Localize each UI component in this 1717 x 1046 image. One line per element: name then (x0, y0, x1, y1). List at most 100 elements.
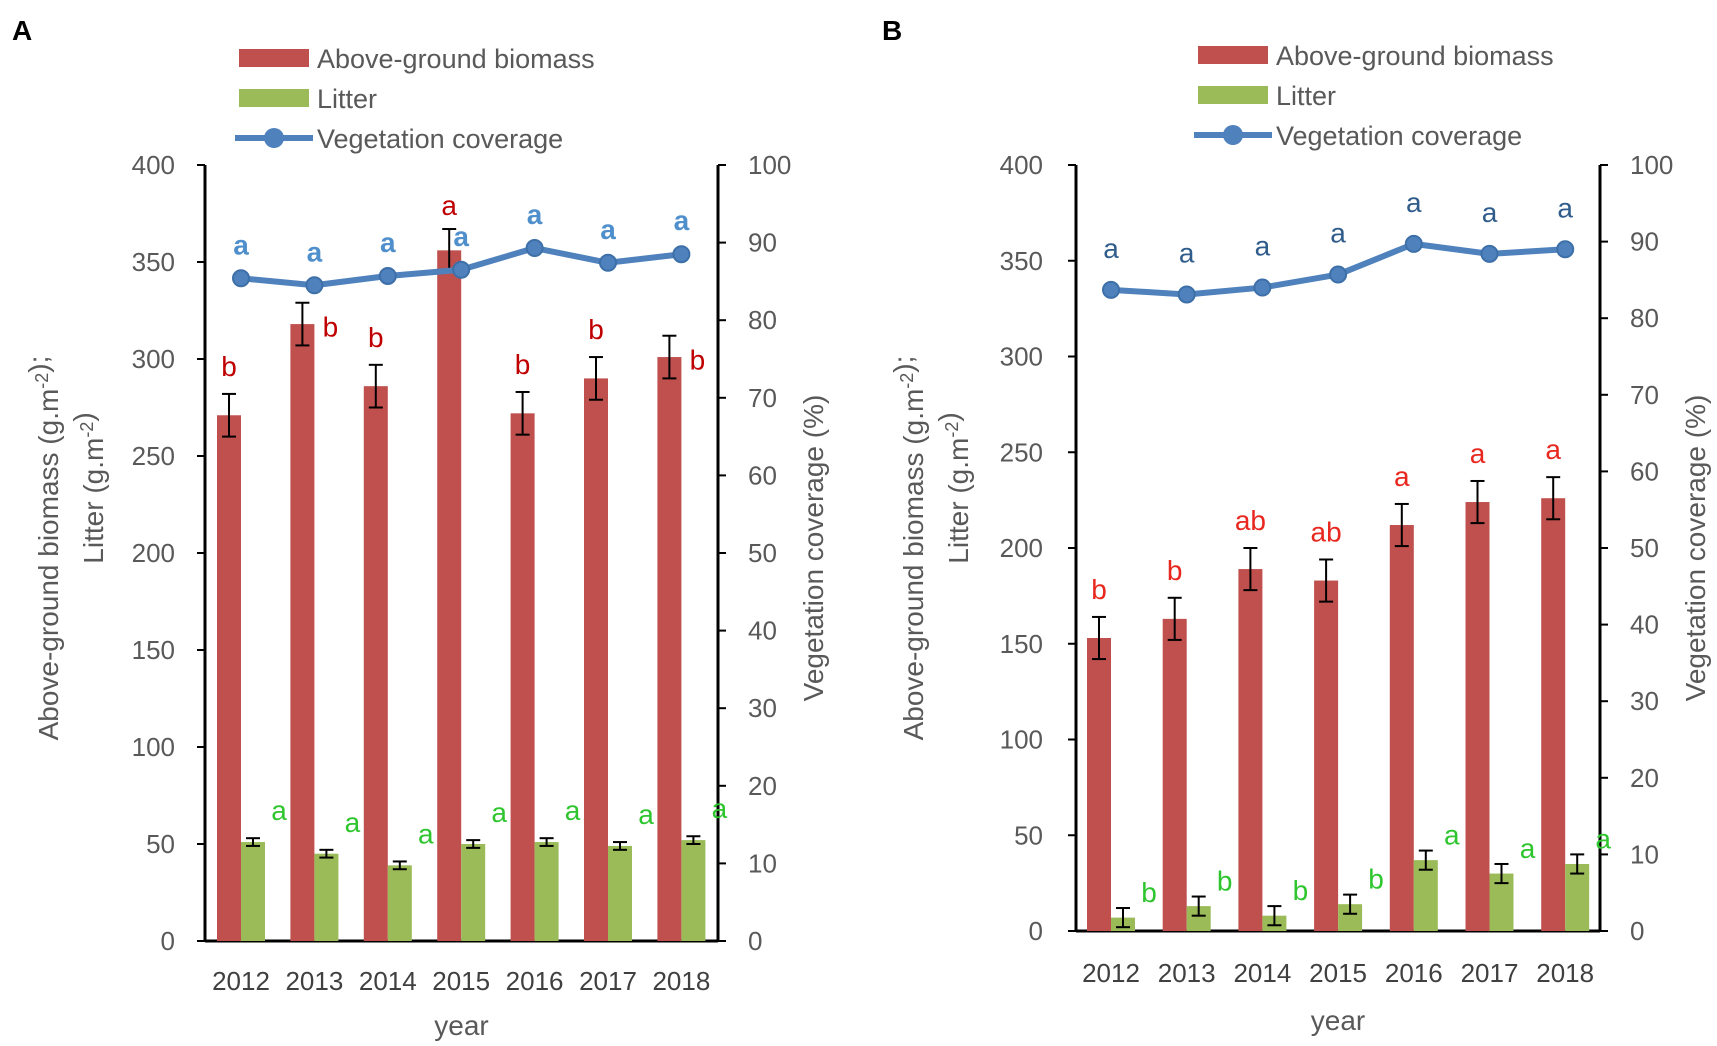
sig-letter-litter: a (345, 807, 361, 838)
y2-tick-label: 20 (1630, 763, 1659, 793)
bar-litter (1413, 860, 1438, 931)
legend-coverage-marker (1223, 125, 1243, 145)
sig-letter-coverage: a (1557, 192, 1573, 223)
coverage-point (1404, 234, 1423, 253)
sig-letter-biomass: a (1394, 461, 1410, 492)
sig-letter-litter: b (1217, 866, 1233, 897)
y-tick-label: 50 (1014, 820, 1043, 850)
x-tick-label: 2012 (1082, 958, 1140, 988)
coverage-point (378, 266, 397, 285)
coverage-point (599, 253, 617, 272)
sig-letter-litter: a (565, 795, 581, 826)
sig-letter-litter: a (638, 799, 654, 830)
sig-letter-biomass: b (1091, 574, 1107, 605)
y2-tick-label: 70 (1630, 380, 1659, 410)
coverage-point (232, 269, 250, 288)
y-axis-title-line2: Litter (g.m-2) (68, 412, 109, 563)
panel-b: B Above-ground biomass Litter Vegetation co… (882, 15, 1711, 1036)
sig-letter-biomass: ab (1311, 516, 1342, 547)
bar-litter (534, 842, 559, 941)
bar-litter (314, 853, 339, 941)
y2-tick-label: 30 (1630, 686, 1659, 716)
sig-letter-coverage: a (1179, 237, 1195, 268)
y-tick-label: 100 (132, 732, 175, 762)
y-tick-label: 150 (1000, 629, 1043, 659)
legend-coverage-label: Vegetation coverage (1276, 121, 1522, 151)
bar-litter (241, 842, 265, 941)
sig-letter-litter: a (418, 818, 434, 849)
sig-letter-litter: b (1141, 877, 1157, 908)
y-tick-label: 300 (1000, 342, 1043, 372)
legend-biomass-swatch (1198, 46, 1268, 64)
y2-tick-label: 80 (1630, 303, 1659, 333)
coverage-point (1102, 280, 1120, 299)
coverage-point (1480, 244, 1499, 263)
y-tick-label: 200 (132, 538, 175, 568)
bar-biomass (217, 415, 241, 941)
x-tick-label: 2017 (579, 966, 637, 996)
sig-letter-coverage: a (1103, 233, 1119, 264)
sig-letter-coverage: a (1482, 197, 1498, 228)
y2-tick-label: 50 (748, 538, 777, 568)
sig-letter-biomass: b (588, 314, 604, 345)
sig-letter-litter: a (1520, 833, 1536, 864)
y-tick-label: 400 (132, 150, 175, 180)
x-tick-label: 2015 (1309, 958, 1367, 988)
bar-biomass (437, 250, 462, 942)
sig-letter-coverage: a (453, 221, 469, 252)
y2-tick-label: 40 (1630, 610, 1659, 640)
sig-letter-biomass: a (1470, 438, 1486, 469)
sig-letter-coverage: a (1255, 231, 1271, 262)
sig-letter-coverage: a (674, 205, 690, 236)
panel-letter: B (882, 15, 902, 46)
y-tick-label: 250 (132, 441, 175, 471)
y2-tick-label: 60 (748, 460, 777, 490)
sig-letter-coverage: a (233, 229, 249, 260)
y-axis-title-line1: Above-ground biomass (g.m-2); (888, 356, 929, 741)
bar-litter (461, 844, 486, 941)
bar-biomass (1087, 638, 1111, 931)
y2-tick-label: 20 (748, 771, 777, 801)
sig-letter-litter: b (1293, 875, 1309, 906)
sig-letter-litter: a (1444, 820, 1460, 851)
y2-tick-label: 90 (748, 228, 777, 258)
y2-tick-label: 30 (748, 693, 777, 723)
y-tick-label: 300 (132, 344, 175, 374)
y-axis-title-line1: Above-ground biomass (g.m-2); (23, 356, 64, 741)
sig-letter-litter: a (712, 793, 728, 824)
y2-tick-label: 50 (1630, 533, 1659, 563)
bar-biomass (1314, 580, 1339, 931)
y-tick-label: 100 (1000, 725, 1043, 755)
coverage-point (305, 276, 324, 295)
y-tick-label: 0 (1029, 916, 1043, 946)
sig-letter-biomass: b (515, 349, 531, 380)
bar-biomass (1162, 618, 1187, 931)
y2-tick-label: 100 (1630, 150, 1673, 180)
x-tick-label: 2012 (212, 966, 270, 996)
x-axis-title: year (1311, 1005, 1365, 1036)
legend-biomass-label: Above-ground biomass (1276, 41, 1554, 71)
bar-litter (1565, 863, 1590, 931)
bar-litter (608, 845, 632, 941)
y-tick-label: 200 (1000, 533, 1043, 563)
sig-letter-biomass: b (690, 345, 706, 376)
legend-litter-swatch (1198, 86, 1268, 104)
y2-axis-title: Vegetation coverage (%) (798, 395, 829, 702)
bar-biomass (1465, 502, 1490, 931)
bar-biomass (1238, 569, 1263, 931)
coverage-point (1556, 240, 1575, 259)
panel-letter: A (12, 15, 32, 46)
sig-letter-biomass: b (368, 322, 384, 353)
panel-a: A Above-ground biomass Litter Vegetation co… (12, 15, 829, 1041)
sig-letter-biomass: ab (1235, 505, 1266, 536)
sig-letter-biomass: b (221, 351, 237, 382)
x-tick-label: 2017 (1461, 958, 1519, 988)
y2-tick-label: 10 (748, 848, 777, 878)
coverage-point (1177, 285, 1196, 304)
y2-tick-label: 0 (748, 926, 762, 956)
coverage-point (1253, 278, 1272, 297)
bar-biomass (1389, 525, 1414, 931)
sig-letter-coverage: a (380, 227, 396, 258)
bar-litter (387, 865, 412, 941)
x-tick-label: 2016 (506, 966, 564, 996)
